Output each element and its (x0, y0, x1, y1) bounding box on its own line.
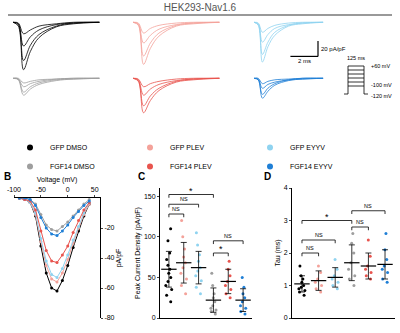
svg-text:-20: -20 (104, 224, 114, 231)
svg-text:NS: NS (356, 219, 364, 225)
svg-text:NS: NS (306, 245, 314, 251)
svg-text:4: 4 (284, 184, 288, 191)
svg-text:Peak Current Density (pA/pF): Peak Current Density (pA/pF) (134, 207, 142, 299)
svg-text:2: 2 (284, 249, 288, 256)
svg-text:Voltage (mV): Voltage (mV) (37, 176, 77, 184)
svg-text:*: * (325, 212, 329, 222)
svg-text:*: * (189, 186, 193, 196)
svg-text:125 ms: 125 ms (347, 55, 365, 61)
svg-text:NS: NS (315, 232, 323, 238)
svg-text:GFP PLEV: GFP PLEV (170, 144, 204, 151)
svg-text:100: 100 (144, 233, 156, 240)
svg-text:-120 mV: -120 mV (371, 93, 392, 99)
svg-text:3: 3 (284, 217, 288, 224)
svg-text:pA/pF: pA/pF (115, 249, 123, 268)
svg-text:2 ms: 2 ms (298, 58, 311, 64)
svg-text:-60: -60 (104, 284, 114, 291)
svg-text:NS: NS (224, 233, 232, 239)
svg-text:GFP EYYV: GFP EYYV (290, 144, 325, 151)
svg-text:0: 0 (284, 314, 288, 321)
svg-text:*: * (219, 244, 223, 254)
svg-text:NS: NS (180, 196, 188, 202)
svg-text:B: B (4, 171, 11, 182)
svg-text:C: C (138, 171, 145, 182)
svg-text:50: 50 (148, 274, 156, 281)
svg-text:1: 1 (284, 282, 288, 289)
svg-text:-50: -50 (36, 186, 46, 193)
svg-text:GFP DMSO: GFP DMSO (50, 144, 88, 151)
svg-text:0: 0 (66, 186, 70, 193)
svg-text:D: D (264, 171, 271, 182)
svg-text:-40: -40 (104, 254, 114, 261)
svg-text:NS: NS (172, 206, 180, 212)
svg-text:+60 mV: +60 mV (371, 63, 390, 69)
svg-text:FGF14 PLEV: FGF14 PLEV (170, 163, 212, 170)
svg-text:150: 150 (144, 193, 156, 200)
svg-text:Tau (ms): Tau (ms) (274, 239, 282, 266)
svg-text:-100 mV: -100 mV (371, 82, 392, 88)
svg-text:NS: NS (364, 203, 372, 209)
svg-text:HEK293-Nav1.6: HEK293-Nav1.6 (164, 2, 237, 13)
svg-text:FGF14 DMSO: FGF14 DMSO (50, 163, 95, 170)
svg-text:FGF14 EYYV: FGF14 EYYV (290, 163, 333, 170)
svg-text:50: 50 (91, 186, 99, 193)
svg-text:20 pA/pF: 20 pA/pF (321, 46, 346, 52)
svg-text:-80: -80 (104, 314, 114, 321)
svg-text:-100: -100 (7, 186, 21, 193)
svg-text:0: 0 (152, 314, 156, 321)
